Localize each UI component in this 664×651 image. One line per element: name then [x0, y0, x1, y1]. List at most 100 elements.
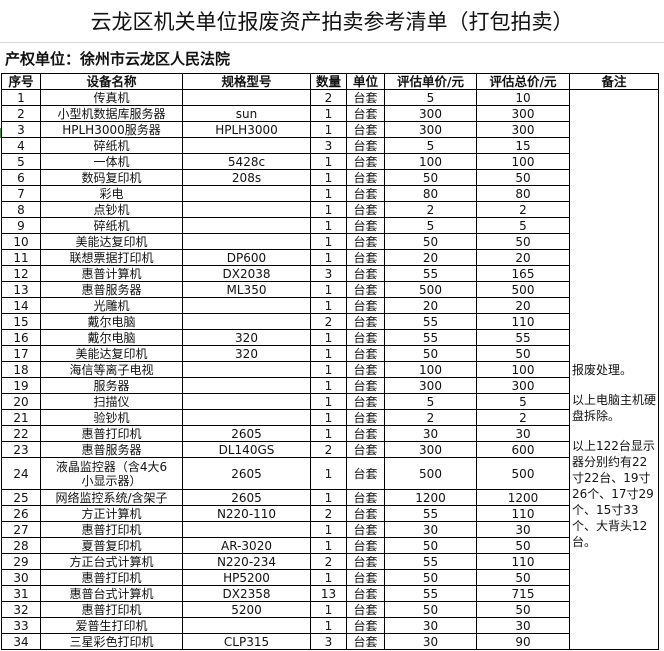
seq-cell[interactable]: 24	[1, 457, 41, 490]
unit-price-cell[interactable]: 30	[384, 617, 477, 634]
total-price-cell[interactable]: 10	[476, 89, 570, 106]
qty-cell[interactable]: 2	[310, 553, 347, 570]
name-cell[interactable]: 网络监控系统/含架子	[40, 489, 183, 506]
name-cell[interactable]: 数码复印机	[40, 169, 183, 186]
unit-price-cell[interactable]: 55	[384, 585, 477, 602]
model-cell[interactable]	[182, 217, 311, 234]
unit-cell[interactable]: 台套	[346, 521, 385, 538]
unit-price-cell[interactable]: 5	[384, 137, 477, 154]
qty-cell[interactable]: 1	[310, 329, 347, 346]
name-cell[interactable]: 惠普打印机	[40, 601, 183, 618]
qty-cell[interactable]: 1	[310, 169, 347, 186]
unit-price-cell[interactable]: 80	[384, 185, 477, 202]
total-price-cell[interactable]: 2	[476, 409, 570, 426]
unit-cell[interactable]: 台套	[346, 297, 385, 314]
model-cell[interactable]: HPLH3000	[182, 121, 311, 138]
total-price-cell[interactable]: 50	[476, 233, 570, 250]
qty-cell[interactable]: 1	[310, 345, 347, 362]
unit-cell[interactable]: 台套	[346, 425, 385, 442]
unit-cell[interactable]: 台套	[346, 345, 385, 362]
total-price-cell[interactable]: 1200	[476, 489, 570, 506]
unit-price-cell[interactable]: 300	[384, 121, 477, 138]
model-cell[interactable]: AR-3020	[182, 537, 311, 554]
unit-cell[interactable]: 台套	[346, 569, 385, 586]
unit-cell[interactable]: 台套	[346, 329, 385, 346]
seq-cell[interactable]: 34	[1, 633, 41, 650]
unit-price-cell[interactable]: 50	[384, 169, 477, 186]
qty-cell[interactable]: 13	[310, 585, 347, 602]
qty-cell[interactable]: 1	[310, 457, 347, 490]
name-cell[interactable]: 验钞机	[40, 409, 183, 426]
model-cell[interactable]: 320	[182, 345, 311, 362]
unit-price-cell[interactable]: 50	[384, 569, 477, 586]
unit-cell[interactable]: 台套	[346, 89, 385, 106]
total-price-cell[interactable]: 50	[476, 537, 570, 554]
unit-cell[interactable]: 台套	[346, 281, 385, 298]
name-cell[interactable]: 惠普台式计算机	[40, 585, 183, 602]
unit-cell[interactable]: 台套	[346, 553, 385, 570]
seq-cell[interactable]: 32	[1, 601, 41, 618]
seq-cell[interactable]: 2	[1, 105, 41, 122]
qty-cell[interactable]: 1	[310, 617, 347, 634]
seq-cell[interactable]: 27	[1, 521, 41, 538]
unit-cell[interactable]: 台套	[346, 393, 385, 410]
qty-cell[interactable]: 1	[310, 393, 347, 410]
seq-cell[interactable]: 19	[1, 377, 41, 394]
total-price-cell[interactable]: 5	[476, 217, 570, 234]
name-cell[interactable]: 海信等离子电视	[40, 361, 183, 378]
total-price-cell[interactable]: 20	[476, 249, 570, 266]
qty-cell[interactable]: 1	[310, 297, 347, 314]
model-cell[interactable]: 320	[182, 329, 311, 346]
total-price-cell[interactable]: 2	[476, 201, 570, 218]
name-cell[interactable]: 戴尔电脑	[40, 329, 183, 346]
unit-cell[interactable]: 台套	[346, 377, 385, 394]
model-cell[interactable]	[182, 233, 311, 250]
name-cell[interactable]: 三星彩色打印机	[40, 633, 183, 650]
name-cell[interactable]: 点钞机	[40, 201, 183, 218]
name-cell[interactable]: 方正计算机	[40, 505, 183, 522]
seq-cell[interactable]: 12	[1, 265, 41, 282]
name-cell[interactable]: 惠普打印机	[40, 425, 183, 442]
total-price-cell[interactable]: 110	[476, 505, 570, 522]
qty-cell[interactable]: 2	[310, 313, 347, 330]
name-cell[interactable]: 爱普生打印机	[40, 617, 183, 634]
total-price-cell[interactable]: 50	[476, 569, 570, 586]
unit-cell[interactable]: 台套	[346, 505, 385, 522]
model-cell[interactable]: 2605	[182, 457, 311, 490]
total-price-cell[interactable]: 50	[476, 169, 570, 186]
unit-price-cell[interactable]: 55	[384, 313, 477, 330]
unit-price-cell[interactable]: 50	[384, 601, 477, 618]
model-cell[interactable]	[182, 361, 311, 378]
unit-price-cell[interactable]: 500	[384, 457, 477, 490]
model-cell[interactable]	[182, 521, 311, 538]
unit-price-cell[interactable]: 30	[384, 425, 477, 442]
remark-cell[interactable]: 报废处理。 以上电脑主机硬盘拆除。 以上122台显示器分别约有22寸22台、19寸2…	[569, 89, 659, 650]
name-cell[interactable]: 扫描仪	[40, 393, 183, 410]
name-cell[interactable]: 传真机	[40, 89, 183, 106]
unit-price-cell[interactable]: 55	[384, 329, 477, 346]
unit-price-cell[interactable]: 5	[384, 393, 477, 410]
model-cell[interactable]: N220-110	[182, 505, 311, 522]
name-cell[interactable]: 惠普服务器	[40, 441, 183, 458]
seq-cell[interactable]: 25	[1, 489, 41, 506]
name-cell[interactable]: 彩电	[40, 185, 183, 202]
seq-cell[interactable]: 15	[1, 313, 41, 330]
total-price-cell[interactable]: 110	[476, 553, 570, 570]
seq-cell[interactable]: 5	[1, 153, 41, 170]
unit-price-cell[interactable]: 55	[384, 553, 477, 570]
unit-price-cell[interactable]: 30	[384, 521, 477, 538]
name-cell[interactable]: 美能达复印机	[40, 345, 183, 362]
model-cell[interactable]: sun	[182, 105, 311, 122]
unit-cell[interactable]: 台套	[346, 121, 385, 138]
seq-cell[interactable]: 11	[1, 249, 41, 266]
total-price-cell[interactable]: 500	[476, 457, 570, 490]
total-price-cell[interactable]: 5	[476, 393, 570, 410]
model-cell[interactable]: 2605	[182, 489, 311, 506]
model-cell[interactable]	[182, 393, 311, 410]
qty-cell[interactable]: 1	[310, 201, 347, 218]
total-price-cell[interactable]: 90	[476, 633, 570, 650]
total-price-cell[interactable]: 165	[476, 265, 570, 282]
seq-cell[interactable]: 8	[1, 201, 41, 218]
unit-price-cell[interactable]: 100	[384, 361, 477, 378]
total-price-cell[interactable]: 500	[476, 281, 570, 298]
